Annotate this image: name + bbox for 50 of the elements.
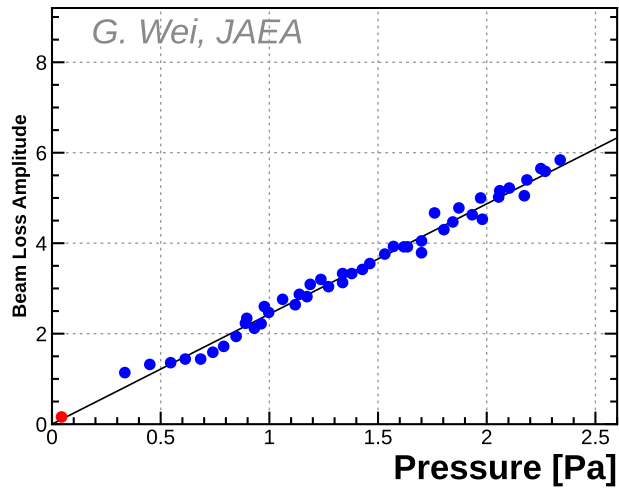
point <box>416 235 428 247</box>
point <box>476 213 488 226</box>
point <box>194 353 206 365</box>
point <box>364 258 376 270</box>
point <box>336 276 348 288</box>
x-tick-label: 2 <box>482 430 492 444</box>
point <box>315 274 327 286</box>
y-tick-label: 2 <box>36 326 46 342</box>
y-tick-label: 6 <box>36 146 46 160</box>
point <box>218 340 230 352</box>
point <box>144 358 156 370</box>
point <box>322 280 334 292</box>
point <box>504 182 516 194</box>
point <box>301 290 313 302</box>
point <box>276 293 288 306</box>
y-tick-label: 4 <box>36 236 47 251</box>
x-axis-title: Pressure [Pa] <box>396 454 616 486</box>
point <box>164 356 176 368</box>
point <box>466 208 478 221</box>
point <box>230 330 242 342</box>
x-tick-label: 0 <box>47 430 57 444</box>
point <box>388 240 400 252</box>
point <box>539 165 552 178</box>
point <box>521 174 533 186</box>
point <box>179 353 192 365</box>
point <box>438 224 450 236</box>
point <box>255 318 267 330</box>
x-tick-label: 1 <box>265 430 274 444</box>
point <box>119 366 131 378</box>
point <box>346 268 358 280</box>
point <box>289 298 302 311</box>
point <box>453 202 465 214</box>
y-axis-title: Beam Loss Amplitude <box>12 114 30 316</box>
x-tick-label: 2.5 <box>582 430 610 444</box>
point <box>474 192 486 204</box>
point <box>416 246 428 259</box>
x-tick-label: 1.5 <box>365 430 392 444</box>
point <box>56 411 68 423</box>
y-tick-label: 8 <box>36 55 46 70</box>
point <box>554 154 566 166</box>
x-tick-label: 0.5 <box>147 430 174 444</box>
point <box>428 207 440 219</box>
point <box>378 248 391 260</box>
point <box>262 306 275 318</box>
point <box>518 190 530 202</box>
point <box>447 216 459 228</box>
y-tick-label: 0 <box>36 417 46 432</box>
point <box>207 346 219 358</box>
point <box>304 278 316 290</box>
annotation: G. Wei, JAEA <box>93 18 302 48</box>
